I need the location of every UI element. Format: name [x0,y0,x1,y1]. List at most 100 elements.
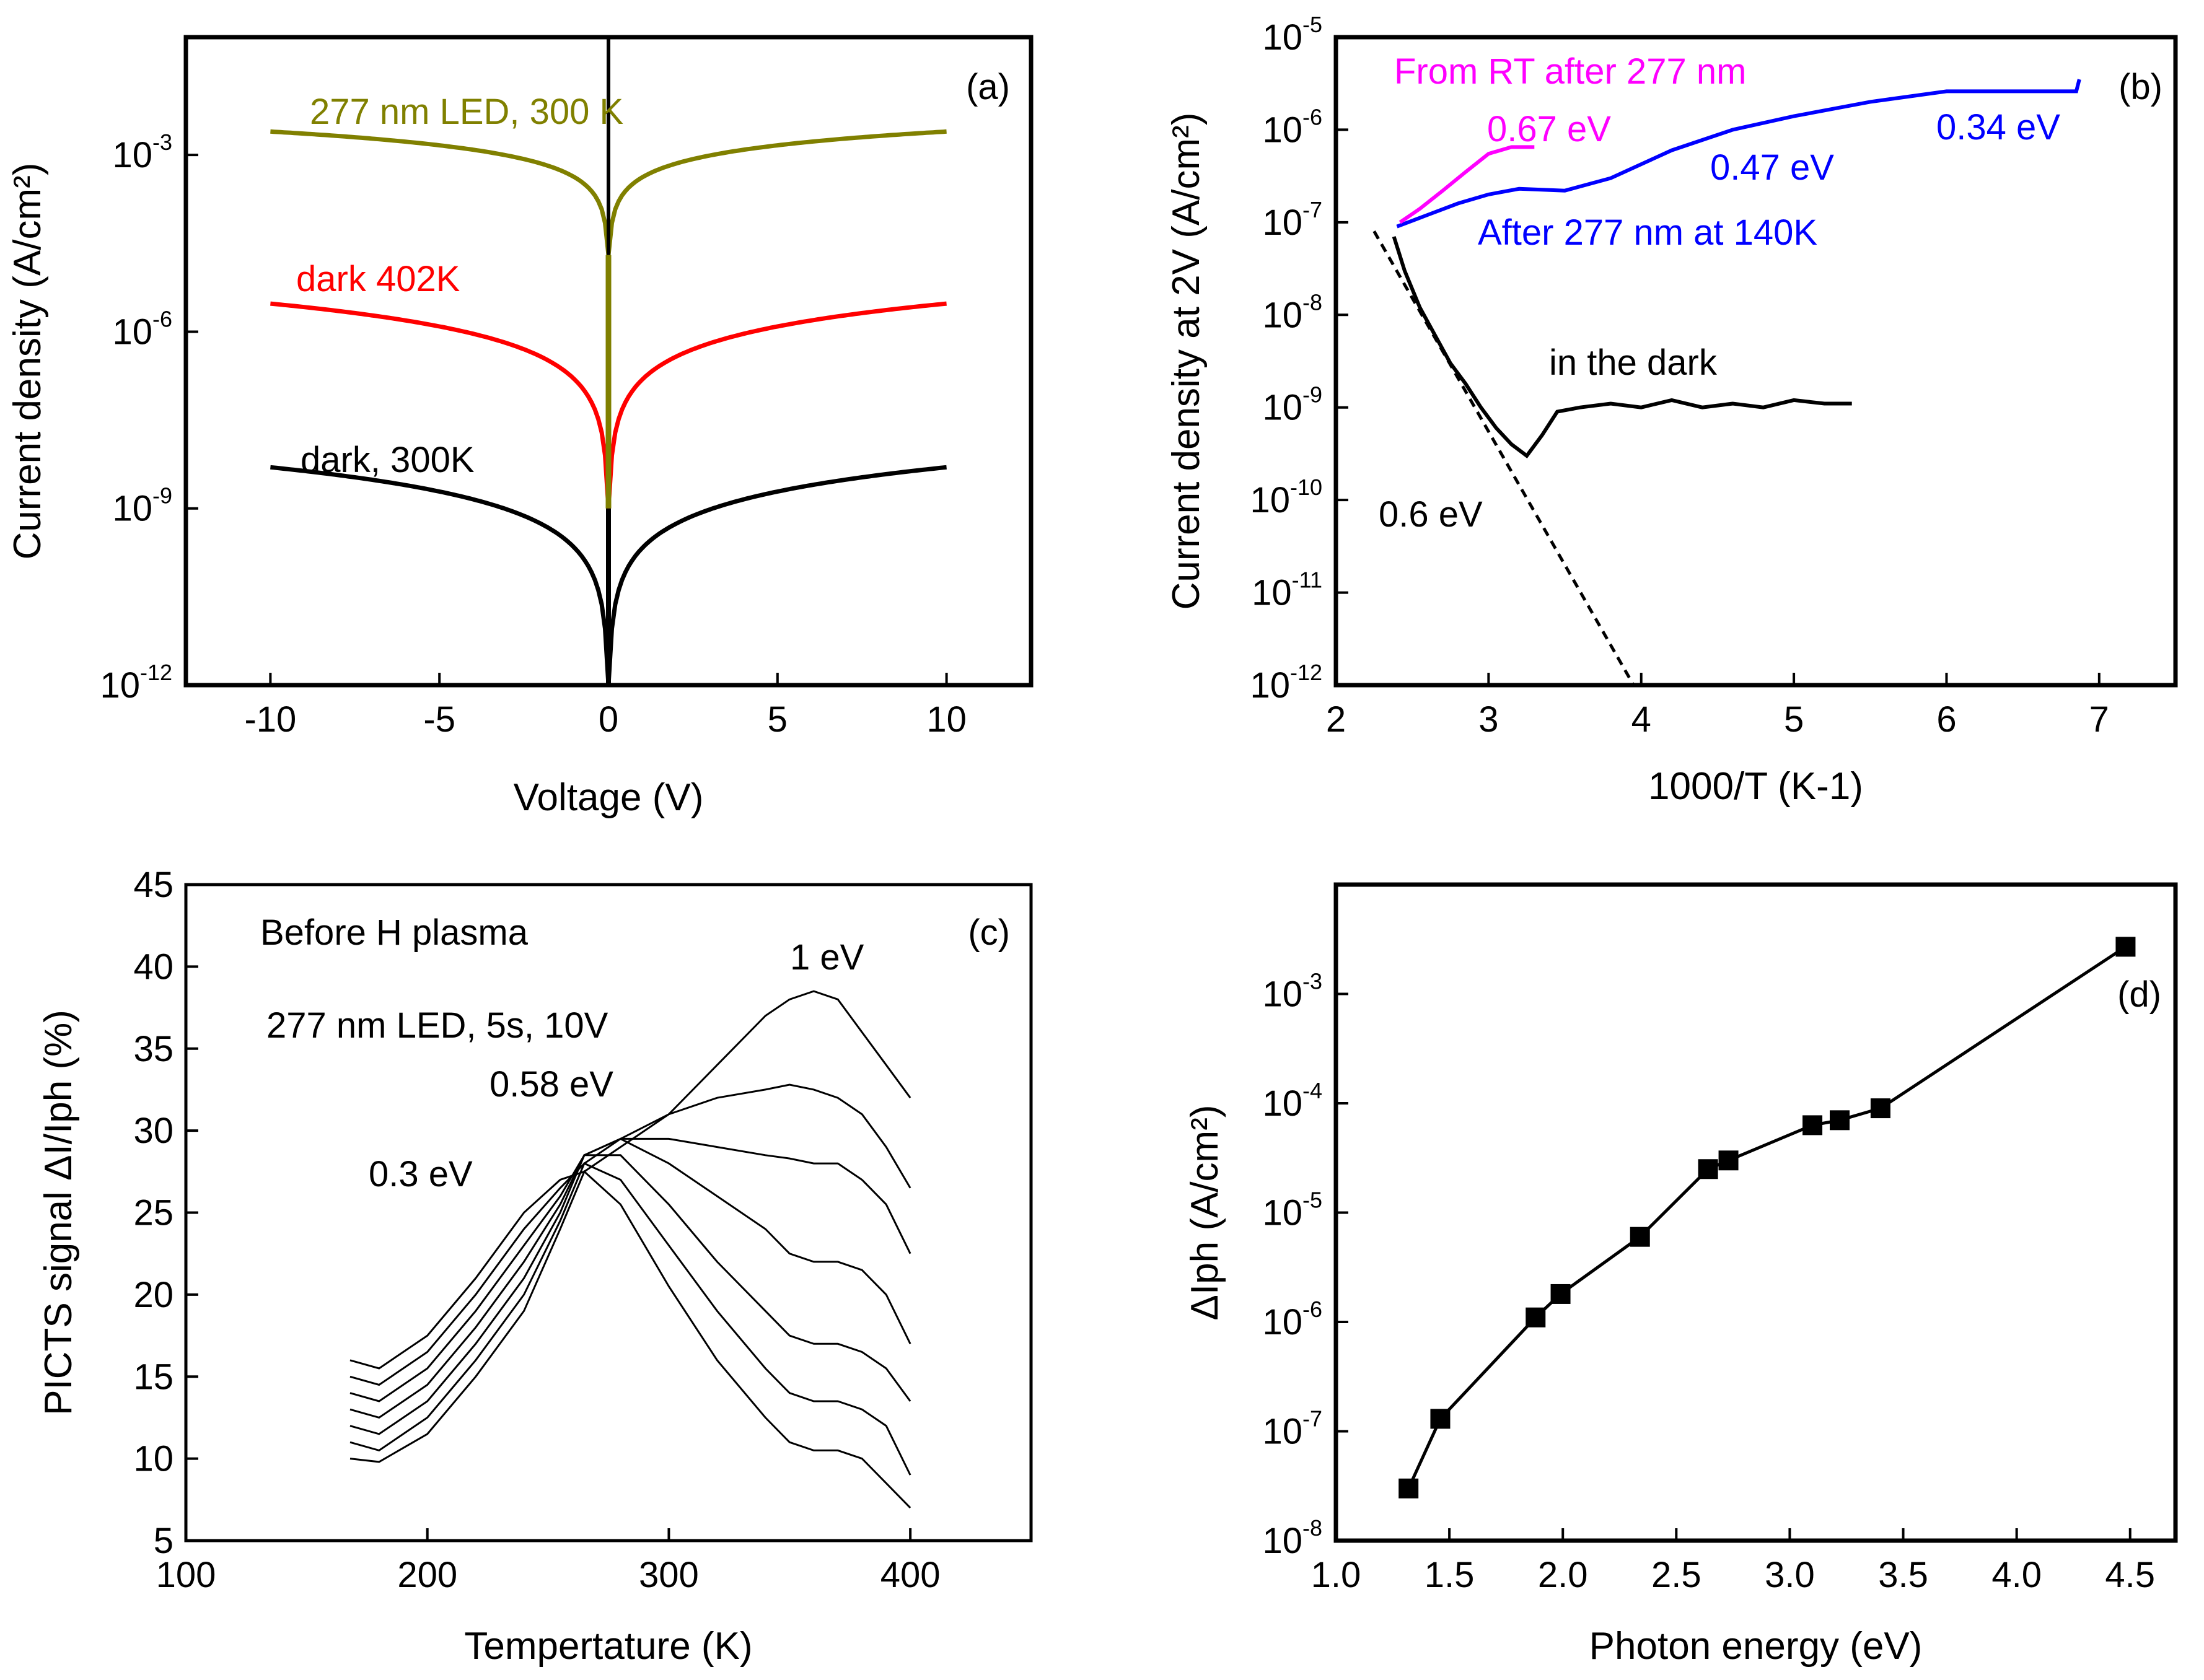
panel-label: (b) [2118,67,2162,107]
x-tick-label: 4.0 [1991,1555,2042,1595]
y-tick-label: 10-6 [1262,104,1322,150]
series-line [349,1083,911,1386]
series-line [349,1137,911,1402]
y-axis-label: ΔIph (A/cm²) [1183,1105,1226,1321]
y-tick-label: 5 [154,1521,173,1561]
panel-d: 1.0 1.5 2.0 2.5 3.0 3.5 4.0 4.5 10-8 10-7 10-6 10-5… [1183,882,2178,1668]
y-tick-label: 10-3 [112,129,172,175]
annotation: 0.34 eV [1936,107,2060,147]
x-tick-label: 3 [1478,699,1498,740]
x-tick-label: 300 [639,1555,699,1595]
panel-b: 2 3 4 5 6 7 10-12 10-11 10-10 10-9 10-8 10-7 10-6 10-… [1165,12,2178,808]
y-tick-label: 10-11 [1252,567,1322,613]
annotation: 1 eV [790,937,864,978]
x-tick-label: 7 [2089,699,2109,740]
y-tick-label: 10-9 [1262,382,1322,428]
data-point [1550,1284,1571,1304]
y-tick-label: 10-12 [100,660,172,706]
y-tick-label: 35 [133,1029,173,1069]
y-tick-label: 10-5 [1262,1188,1322,1233]
y-axis-label: Current density (A/cm²) [6,163,49,560]
y-tick-label: 10-8 [1262,1515,1322,1561]
series-line [349,1170,911,1509]
annotation: 0.67 eV [1487,109,1611,149]
y-tick-label: 10 [133,1439,173,1479]
y-tick-label: 10-10 [1250,475,1322,520]
plot-frame [1333,35,2178,688]
y-tick-label: 10-5 [1262,12,1322,58]
annotation: 277 nm LED, 5s, 10V [266,1005,608,1046]
data-point [1830,1110,1850,1131]
annotation: From RT after 277 nm [1394,51,1746,92]
x-tick-label: 0 [599,699,618,740]
data-point [1398,1478,1419,1498]
x-tick-label: -5 [423,699,455,740]
data-point [1870,1098,1890,1119]
series-line [349,1154,911,1435]
annotation: in the dark [1549,343,1718,383]
data-point [1718,1150,1739,1171]
y-axis-label: Current density at 2V (A/cm²) [1165,113,1208,610]
y-tick-label: 10-6 [1262,1297,1322,1342]
x-tick-label: 200 [397,1555,457,1595]
y-tick-label: 40 [133,947,173,987]
annotation: 277 nm LED, 300 K [310,92,624,132]
x-tick-label: 2.5 [1651,1555,1701,1595]
annotation: 0.3 eV [369,1154,473,1194]
annotation: 0.58 eV [490,1064,613,1105]
x-axis-label: Tempertature (K) [464,1625,752,1668]
y-tick-label: 10-9 [112,483,172,529]
data-point [1526,1307,1546,1328]
y-tick-label: 45 [133,865,173,905]
x-tick-label: 4 [1631,699,1651,740]
panel-a: -10 -5 0 5 10 10-12 10-9 10-6 10-3 Voltage (V) Cur… [6,35,1034,819]
y-tick-label: 10-8 [1262,289,1322,335]
annotation: 0.47 eV [1710,147,1834,188]
y-tick-label: 30 [133,1111,173,1151]
x-tick-label: 100 [156,1555,216,1595]
panel-label: (a) [966,67,1010,107]
data-point [1698,1159,1718,1179]
y-tick-label: 15 [133,1357,173,1397]
series-line [349,1162,911,1476]
x-axis-label: Voltage (V) [514,776,704,819]
y-tick-label: 10-7 [1262,197,1322,243]
x-tick-label: 3.0 [1765,1555,1815,1595]
series-line [349,1137,911,1419]
data-point [1630,1227,1650,1247]
x-tick-label: 2.0 [1538,1555,1588,1595]
x-tick-label: 1.5 [1425,1555,1475,1595]
x-tick-label: 400 [880,1555,941,1595]
y-axis-label: PICTS signal ΔI/Iph (%) [37,1010,80,1415]
y-tick-label: 10-4 [1262,1078,1322,1124]
series-line [1372,230,1635,686]
data-point [2115,937,2136,957]
annotation: After 277 nm at 140K [1478,212,1817,253]
panel-label: (d) [2117,974,2161,1015]
annotation: 0.6 eV [1379,494,1483,535]
panel-c: 100 200 300 400 5 10 15 20 25 30 35 40 45 Tempertatur… [37,865,1033,1668]
annotation: dark 402K [296,259,460,299]
x-tick-label: 1.0 [1311,1555,1361,1595]
y-tick-label: 10-7 [1262,1406,1322,1452]
data-point [1430,1409,1451,1429]
x-tick-label: 10 [926,699,967,740]
x-axis-label: Photon energy (eV) [1589,1625,1923,1668]
y-tick-label: 10-6 [112,306,172,352]
x-tick-label: 5 [1784,699,1804,740]
x-axis-label: 1000/T (K-1) [1648,765,1863,808]
x-tick-label: 3.5 [1878,1555,1928,1595]
y-tick-label: 20 [133,1275,173,1315]
x-tick-label: 2 [1326,699,1346,740]
series-line [1396,79,2081,229]
x-tick-label: 5 [768,699,788,740]
annotation: Before H plasma [260,912,529,953]
y-tick-label: 10-3 [1262,969,1322,1015]
panel-label: (c) [968,912,1010,953]
y-tick-label: 25 [133,1193,173,1233]
annotation: dark, 300K [301,440,475,480]
x-tick-label: -10 [244,699,296,740]
series-line [1398,145,1535,224]
data-point [1802,1115,1823,1135]
